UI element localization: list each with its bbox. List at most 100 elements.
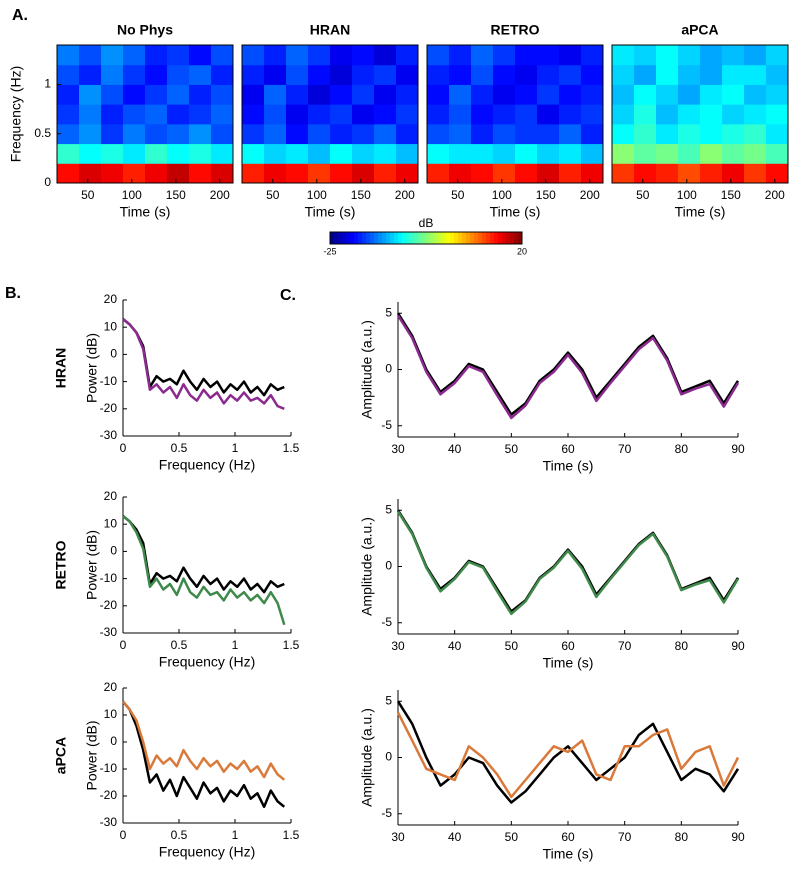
- colorbar-swatch: [418, 232, 423, 244]
- heatmap-cell: [242, 84, 265, 105]
- heatmap-cell: [57, 163, 80, 184]
- heatmap-cell: [57, 123, 80, 145]
- y-tick-label: -30: [100, 625, 118, 639]
- heatmap-cell: [744, 84, 767, 105]
- x-tick-label: 1.5: [283, 828, 300, 842]
- heatmap-cell: [634, 123, 657, 145]
- heatmap-cell: [537, 163, 560, 184]
- colorbar-tick-label: -25: [323, 246, 336, 256]
- heatmap-cell: [308, 123, 331, 145]
- heatmap-cell: [449, 84, 472, 105]
- heatmap-cell: [612, 64, 635, 85]
- colorbar-swatch: [430, 232, 435, 244]
- heatmap-cell: [211, 143, 234, 164]
- heatmap-cell: [189, 163, 212, 184]
- x-tick-label: 0: [120, 638, 127, 652]
- data-line: [396, 312, 740, 416]
- heatmap-cell: [700, 123, 723, 145]
- x-tick-label: 1: [232, 441, 239, 455]
- colorbar-swatch: [518, 232, 523, 244]
- heatmap-cell: [581, 123, 604, 145]
- heatmap-cell: [374, 163, 397, 184]
- data-line: [122, 515, 286, 626]
- x-tick-label: 80: [675, 442, 689, 456]
- y-tick-label: 5: [385, 305, 392, 319]
- heatmap-cell: [493, 84, 516, 105]
- row-label: HRAN: [53, 348, 69, 388]
- heatmap-cell: [286, 84, 309, 105]
- y-axis-label: Amplitude (a.u.): [359, 320, 375, 419]
- heatmap-cell: [678, 64, 701, 85]
- x-axis-label: Frequency (Hz): [159, 457, 255, 473]
- x-tick-label: 0: [120, 441, 127, 455]
- heatmap-cell: [581, 104, 604, 125]
- heatmap-cell: [722, 84, 745, 105]
- heatmap-cell: [374, 143, 397, 164]
- y-tick-label: -10: [100, 571, 118, 585]
- x-tick-label: 150: [351, 188, 371, 202]
- colorbar-swatch: [406, 232, 411, 244]
- y-axis-label: Amplitude (a.u.): [359, 517, 375, 616]
- heatmap-cell: [766, 84, 789, 105]
- y-tick-label: 20: [104, 680, 118, 694]
- heatmap-cell: [471, 163, 494, 184]
- heatmap-cell: [79, 64, 102, 85]
- heatmap-cell: [123, 104, 146, 125]
- heatmap-cell: [167, 64, 190, 85]
- heatmap-cell: [57, 84, 80, 105]
- colorbar-swatch: [398, 232, 403, 244]
- heatmap-cell: [700, 45, 723, 66]
- heatmap-cell: [167, 45, 190, 66]
- heatmap-cell: [581, 64, 604, 85]
- colorbar-label: dB: [419, 216, 434, 230]
- heatmap-cell: [678, 123, 701, 145]
- x-tick-label: 80: [675, 639, 689, 653]
- y-tick-label: -20: [100, 401, 118, 415]
- colorbar-swatch: [498, 232, 503, 244]
- y-axis-label: Power (dB): [84, 720, 100, 790]
- heatmap-cell: [537, 104, 560, 125]
- heatmap-cell: [722, 123, 745, 145]
- heatmap-cell: [330, 123, 353, 145]
- colorbar-swatch: [478, 232, 483, 244]
- heatmap-cell: [167, 104, 190, 125]
- colorbar-swatch: [510, 232, 515, 244]
- y-tick-label: 5: [385, 502, 392, 516]
- heatmap-cell: [656, 64, 679, 85]
- data-line: [396, 314, 740, 420]
- colorbar-swatch: [334, 232, 339, 244]
- heatmap-cell: [700, 163, 723, 184]
- heatmap-cell: [744, 64, 767, 85]
- heatmap-cell: [449, 163, 472, 184]
- y-tick-label: 0: [44, 175, 51, 189]
- axes-box: [241, 44, 419, 184]
- colorbar-swatch: [382, 232, 387, 244]
- panel-label: C.: [280, 287, 296, 304]
- heatmap-cell: [656, 123, 679, 145]
- heatmap-cell: [145, 45, 168, 66]
- heatmap-cell: [264, 123, 287, 145]
- heatmap-cell: [286, 143, 309, 164]
- x-tick-label: 0.5: [171, 441, 188, 455]
- heatmap-cell: [515, 45, 538, 66]
- heatmap-cell: [634, 104, 657, 125]
- heatmap-cell: [330, 84, 353, 105]
- heatmap-cell: [264, 143, 287, 164]
- heatmap-cell: [145, 123, 168, 145]
- x-tick-label: 50: [451, 188, 465, 202]
- heatmap-cell: [559, 45, 582, 66]
- heatmap-cell: [242, 143, 265, 164]
- x-tick-label: 1: [232, 638, 239, 652]
- x-tick-label: 150: [721, 188, 741, 202]
- x-tick-label: 0.5: [171, 828, 188, 842]
- heatmap-cell: [537, 64, 560, 85]
- heatmap-cell: [427, 143, 450, 164]
- heatmap-cell: [744, 45, 767, 66]
- heatmap-cell: [612, 45, 635, 66]
- heatmap-cell: [515, 163, 538, 184]
- axes-box: [426, 44, 604, 184]
- heatmap-cell: [581, 143, 604, 164]
- heatmap-cell: [374, 104, 397, 125]
- heatmap-cell: [189, 104, 212, 125]
